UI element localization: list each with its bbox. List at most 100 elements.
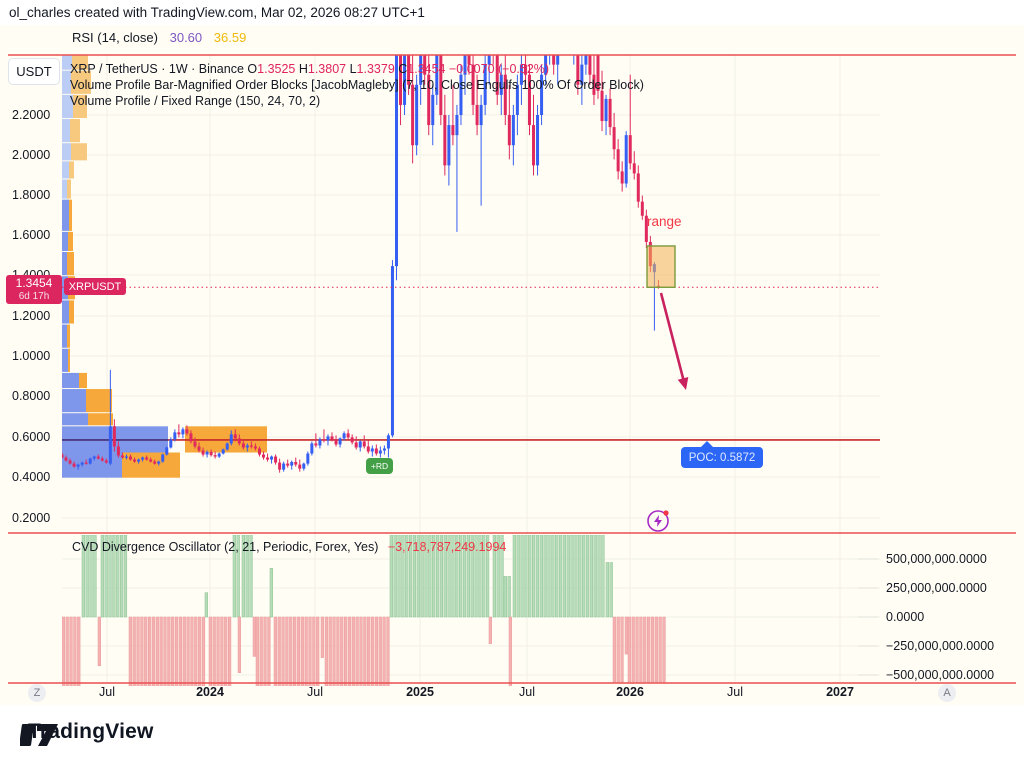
candle-body [278, 462, 282, 470]
indicator-2-label[interactable]: Volume Profile / Fixed Range (150, 24, 7… [70, 94, 321, 108]
oscillator-bar-positive [532, 535, 536, 618]
oscillator-bar-positive [104, 535, 108, 618]
volume-profile-bar-orange [70, 119, 80, 143]
candle-body [479, 104, 483, 126]
last-price-value: 1.3454 [15, 276, 53, 290]
oscillator-bar-positive [451, 535, 455, 618]
oscillator-bar-positive [593, 535, 597, 618]
candle-body [592, 74, 596, 95]
events-lightning-icon[interactable] [647, 510, 669, 532]
oscillator-bar-negative [73, 616, 77, 686]
oscillator-bar-negative [650, 616, 655, 683]
candle-body [145, 457, 149, 460]
time-axis-label: 2026 [616, 685, 644, 699]
oscillator-bar-positive [447, 535, 451, 618]
volume-profile-bar-blue [62, 119, 70, 143]
candle-body [124, 456, 128, 458]
candle-body [515, 84, 519, 115]
candle-body [298, 464, 302, 469]
candle-body [173, 432, 177, 440]
candle-body [362, 441, 366, 447]
rsi-indicator-row[interactable]: RSI (14, close) 30.60 36.59 [72, 30, 246, 45]
oscillator-bar-positive [597, 535, 601, 618]
candle-body [644, 215, 648, 242]
oscillator-bar-negative [647, 616, 651, 683]
oscillator-bar-negative [155, 616, 159, 686]
volume-profile-bar-orange [67, 324, 70, 348]
poc-badge-notch [700, 441, 714, 448]
poc-badge: POC: 0.5872 [681, 447, 763, 468]
oscillator-bar-negative [159, 616, 163, 686]
ohlc-value: 1.3379 [356, 62, 395, 76]
candle-body [540, 74, 544, 115]
candle-body [358, 441, 362, 448]
oscillator-bar-negative [140, 616, 144, 686]
candle-body [237, 438, 241, 444]
volume-profile-bar-blue [62, 70, 71, 94]
tradingview-logo[interactable]: TradingView [20, 720, 154, 746]
range-annotation-label[interactable]: range [647, 214, 682, 229]
oscillator-bar-negative [631, 616, 635, 683]
volume-profile-bar-blue [62, 372, 79, 389]
oscillator-bar-negative [508, 616, 512, 686]
candle-body [523, 64, 527, 75]
oscillator-bar-positive [85, 535, 89, 618]
volume-profile-bar-orange [79, 372, 87, 389]
volume-profile-bar-orange [71, 143, 87, 161]
oscillator-bar-positive [520, 535, 524, 618]
oscillator-bar-positive [412, 535, 417, 618]
candle-body [403, 55, 407, 105]
price-axis-label: 0.6000 [12, 430, 51, 444]
candle-body [455, 115, 459, 136]
oscillator-title-row[interactable]: CVD Divergence Oscillator (2, 21, Period… [72, 540, 506, 554]
ohlc-value: 1.3807 [307, 62, 347, 76]
oscillator-bar-positive [432, 535, 436, 618]
indicator-1-label[interactable]: Volume Profile Bar-Magnified Order Block… [70, 78, 644, 92]
oscillator-bar-positive [204, 592, 208, 618]
oscillator-bar-negative [148, 616, 152, 686]
oscillator-bar-negative [300, 616, 304, 686]
candle-body [544, 55, 548, 75]
oscillator-bar-positive [609, 562, 613, 618]
candle-body [76, 464, 80, 467]
candle-body [108, 426, 112, 464]
symbol-title-line[interactable]: XRP / TetherUS · 1W · Binance O1.3525 H1… [70, 61, 644, 77]
oscillator-bar-negative [224, 616, 228, 686]
oscillator-bar-positive [478, 535, 482, 618]
candle-body [229, 434, 233, 444]
oscillator-bar-negative [201, 616, 206, 686]
oscillator-bar-positive [428, 535, 432, 618]
oscillator-bar-negative [77, 616, 81, 686]
candle-body [394, 55, 398, 267]
candle-body [636, 173, 640, 202]
volume-profile-bar-blue [62, 413, 88, 426]
oscillator-bar-negative [374, 616, 378, 686]
candle-body [386, 435, 390, 449]
oscillator-bar-positive [269, 568, 273, 618]
volume-profile-bar-blue [62, 300, 69, 324]
order-block-blue [62, 452, 122, 478]
candle-body [62, 454, 64, 458]
oscillator-bar-negative [332, 616, 336, 686]
oscillator-bar-positive [409, 535, 413, 618]
oscillator-bar-negative [285, 616, 289, 686]
oscillator-bar-negative [328, 616, 332, 686]
oscillator-bar-negative [273, 616, 277, 686]
oscillator-bar-negative [194, 616, 198, 686]
tradingview-wordmark: TradingView [28, 720, 154, 743]
currency-toggle-button[interactable]: USDT [8, 58, 60, 85]
volume-profile-bar-orange [67, 252, 74, 276]
oscillator-bar-negative [370, 616, 375, 686]
oscillator-bar-negative [267, 616, 271, 686]
symbol-title: XRP / TetherUS · 1W · Binance [70, 62, 244, 76]
oscillator-axis-label: −250,000,000.0000 [886, 639, 995, 653]
volume-profile-bar-blue [62, 94, 73, 119]
oscillator-bar-negative [367, 616, 371, 686]
candle-body [221, 449, 225, 454]
candle-body [68, 460, 72, 464]
oscillator-bar-positive [574, 535, 578, 618]
rsi-value-2: 36.59 [213, 30, 247, 45]
oscillator-bar-negative [643, 616, 647, 683]
candle-body [310, 443, 314, 454]
